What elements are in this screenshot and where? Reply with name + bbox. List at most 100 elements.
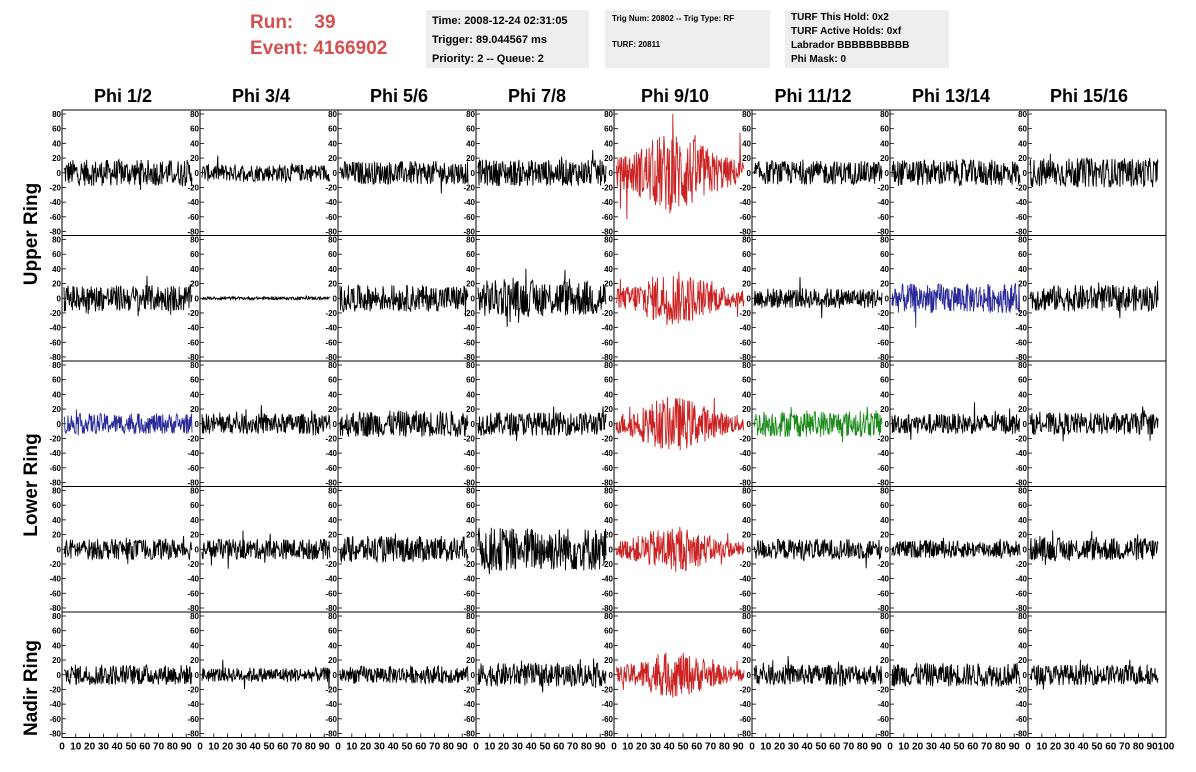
x-tick-label: 50 [125, 742, 137, 753]
x-tick-label: 80 [857, 742, 869, 753]
y-tick-label: 80 [52, 487, 61, 496]
y-tick-label: -80 [877, 604, 889, 613]
waveform-trace [615, 652, 745, 698]
y-tick-label: -40 [325, 449, 337, 458]
y-tick-label: -60 [49, 213, 61, 222]
y-tick-label: 0 [609, 420, 614, 429]
y-tick-label: 40 [328, 139, 337, 148]
y-tick-label: 20 [1018, 154, 1027, 163]
x-tick-label: 0 [59, 742, 65, 753]
y-tick-label: 0 [609, 169, 614, 178]
x-tick-label: 30 [926, 742, 938, 753]
y-tick-label: 60 [466, 627, 475, 636]
x-tick-label: 50 [1091, 742, 1103, 753]
x-tick-label: 70 [705, 742, 717, 753]
y-tick-label: -60 [1015, 589, 1027, 598]
y-tick-label: -20 [1015, 434, 1027, 443]
y-tick-label: 80 [466, 110, 475, 119]
x-tick-label: 50 [677, 742, 689, 753]
x-tick-label: 90 [733, 742, 745, 753]
y-tick-label: -40 [187, 700, 199, 709]
y-tick-label: 40 [604, 139, 613, 148]
y-tick-label: -60 [187, 464, 199, 473]
x-tick-label: 60 [829, 742, 841, 753]
y-tick-label: 40 [604, 641, 613, 650]
y-tick-label: -20 [739, 560, 751, 569]
y-tick-label: -40 [601, 575, 613, 584]
x-tick-label: 30 [1064, 742, 1076, 753]
y-tick-label: -60 [601, 338, 613, 347]
y-tick-label: -20 [601, 560, 613, 569]
y-tick-label: -80 [463, 479, 475, 488]
y-tick-label: -60 [877, 213, 889, 222]
y-tick-label: -80 [1015, 479, 1027, 488]
x-tick-label: 60 [553, 742, 565, 753]
x-tick-label: 20 [912, 742, 924, 753]
waveform-trace [339, 410, 469, 437]
y-tick-label: 20 [742, 280, 751, 289]
y-tick-label: -80 [601, 479, 613, 488]
y-tick-label: 40 [742, 265, 751, 274]
y-tick-label: -20 [877, 434, 889, 443]
y-tick-label: -20 [187, 434, 199, 443]
y-tick-label: -40 [49, 575, 61, 584]
event-value: 4166902 [313, 38, 388, 59]
y-tick-label: -40 [1015, 324, 1027, 333]
y-tick-label: -20 [49, 685, 61, 694]
y-tick-label: 0 [1023, 169, 1028, 178]
y-tick-label: -20 [877, 685, 889, 694]
waveform-trace [339, 664, 469, 685]
run-label: Run: [250, 12, 294, 33]
y-tick-label: 20 [1018, 531, 1027, 540]
y-tick-label: 0 [1023, 420, 1028, 429]
y-tick-label: 80 [52, 361, 61, 370]
y-tick-label: -80 [739, 353, 751, 362]
waveform-trace [753, 276, 883, 319]
y-tick-label: 80 [880, 110, 889, 119]
y-tick-label: -60 [601, 464, 613, 473]
y-tick-label: -40 [463, 575, 475, 584]
y-tick-label: 0 [609, 671, 614, 680]
y-tick-label: -20 [1015, 309, 1027, 318]
waveform-trace [1029, 659, 1159, 690]
waveform-trace [201, 404, 331, 436]
y-tick-label: 20 [604, 405, 613, 414]
y-tick-label: -60 [463, 213, 475, 222]
y-tick-label: 0 [1023, 294, 1028, 303]
y-tick-label: -40 [325, 575, 337, 584]
y-tick-label: 0 [747, 545, 752, 554]
y-tick-label: -40 [877, 700, 889, 709]
y-tick-label: -80 [187, 353, 199, 362]
y-tick-label: 20 [466, 405, 475, 414]
y-tick-label: -40 [739, 700, 751, 709]
event-label: Event: [250, 38, 309, 59]
y-tick-label: -40 [325, 198, 337, 207]
y-tick-label: 0 [1023, 545, 1028, 554]
x-tick-label: 70 [843, 742, 855, 753]
y-tick-label: -40 [601, 324, 613, 333]
y-tick-label: 0 [195, 545, 200, 554]
y-tick-label: 60 [328, 376, 337, 385]
x-tick-label: 0 [1025, 742, 1031, 753]
y-tick-label: -40 [49, 700, 61, 709]
y-tick-label: -20 [601, 309, 613, 318]
y-tick-label: -60 [877, 589, 889, 598]
x-tick-label: 20 [1050, 742, 1062, 753]
y-tick-label: -40 [1015, 449, 1027, 458]
y-tick-label: 20 [466, 656, 475, 665]
x-tick-label: 90 [457, 742, 469, 753]
y-tick-label: 80 [1018, 110, 1027, 119]
y-tick-label: -80 [187, 730, 199, 739]
y-tick-label: 60 [190, 501, 199, 510]
y-tick-label: 0 [885, 294, 890, 303]
y-tick-label: 80 [328, 361, 337, 370]
y-tick-label: 40 [880, 516, 889, 525]
waveform-trace [1029, 406, 1159, 442]
y-tick-label: 60 [880, 501, 889, 510]
y-tick-label: -20 [739, 183, 751, 192]
y-tick-label: 80 [190, 236, 199, 245]
time-text: Time: 2008-12-24 02:31:05 [432, 15, 568, 27]
x-tick-label: 50 [401, 742, 413, 753]
x-tick-label: 60 [1105, 742, 1117, 753]
y-tick-label: -20 [49, 560, 61, 569]
